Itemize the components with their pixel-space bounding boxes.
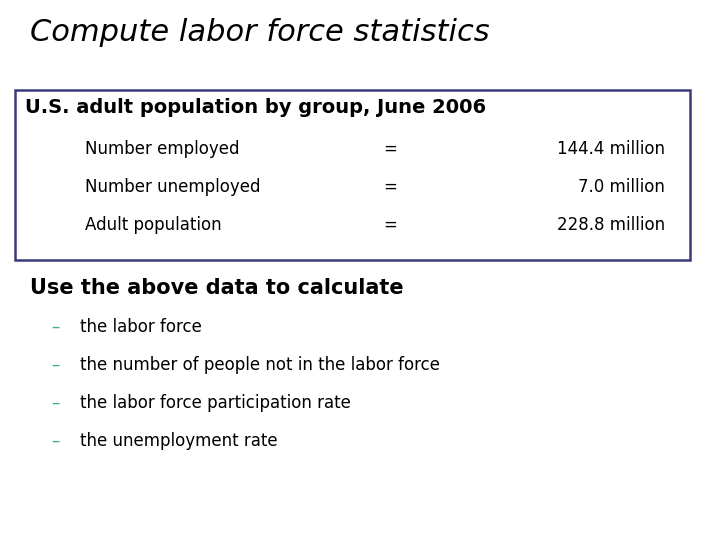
Text: –: – (51, 318, 59, 336)
Text: Number employed: Number employed (85, 140, 240, 158)
Text: 144.4 million: 144.4 million (557, 140, 665, 158)
Text: the number of people not in the labor force: the number of people not in the labor fo… (80, 356, 440, 374)
Text: =: = (383, 216, 397, 234)
Text: the labor force participation rate: the labor force participation rate (80, 394, 351, 412)
Text: the unemployment rate: the unemployment rate (80, 432, 278, 450)
Text: –: – (51, 356, 59, 374)
FancyBboxPatch shape (15, 90, 690, 260)
Text: 228.8 million: 228.8 million (557, 216, 665, 234)
Text: U.S. adult population by group, June 2006: U.S. adult population by group, June 200… (25, 98, 486, 117)
Text: Compute labor force statistics: Compute labor force statistics (30, 18, 490, 47)
Text: –: – (51, 394, 59, 412)
Text: the labor force: the labor force (80, 318, 202, 336)
Text: =: = (383, 178, 397, 196)
Text: Number unemployed: Number unemployed (85, 178, 261, 196)
Text: Use the above data to calculate: Use the above data to calculate (30, 278, 404, 298)
Text: 7.0 million: 7.0 million (578, 178, 665, 196)
Text: Adult population: Adult population (85, 216, 222, 234)
Text: –: – (51, 432, 59, 450)
Text: =: = (383, 140, 397, 158)
